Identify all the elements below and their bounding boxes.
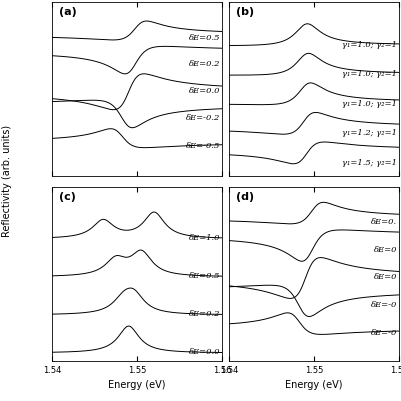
Text: γ₁=1.5; γ₂=1: γ₁=1.5; γ₂=1	[342, 159, 397, 167]
Text: γ₁=1.0; γ₂=1: γ₁=1.0; γ₂=1	[342, 41, 397, 49]
Text: δE=0.5: δE=0.5	[189, 34, 221, 43]
Text: δE=0: δE=0	[374, 246, 397, 254]
Text: δE=1.0: δE=1.0	[189, 234, 221, 242]
Text: δE=0.2: δE=0.2	[189, 60, 221, 68]
Text: Reflectivity (arb. units): Reflectivity (arb. units)	[2, 124, 12, 237]
Text: δE=0: δE=0	[374, 273, 397, 282]
Text: δE=0.5: δE=0.5	[189, 272, 221, 280]
Text: δE=-0.2: δE=-0.2	[186, 113, 221, 122]
Text: (d): (d)	[236, 192, 254, 202]
Text: (b): (b)	[236, 7, 254, 17]
Text: δE=-0: δE=-0	[371, 329, 397, 337]
Text: (c): (c)	[59, 192, 76, 202]
Text: δE=0.2: δE=0.2	[189, 310, 221, 318]
Text: δE=0.: δE=0.	[371, 218, 397, 226]
Text: δE=0.0: δE=0.0	[189, 87, 221, 95]
X-axis label: Energy (eV): Energy (eV)	[285, 380, 343, 390]
Text: (a): (a)	[59, 7, 77, 17]
Text: δE=-0: δE=-0	[371, 301, 397, 309]
X-axis label: Energy (eV): Energy (eV)	[108, 380, 166, 390]
Text: δE=0.0: δE=0.0	[189, 348, 221, 356]
Text: γ₁=1.0; γ₂=1: γ₁=1.0; γ₂=1	[342, 70, 397, 78]
Text: γ₁=1.0; γ₂=1: γ₁=1.0; γ₂=1	[342, 100, 397, 108]
Text: γ₁=1.2; γ₂=1: γ₁=1.2; γ₂=1	[342, 130, 397, 138]
Text: δE=-0.5: δE=-0.5	[186, 142, 221, 150]
